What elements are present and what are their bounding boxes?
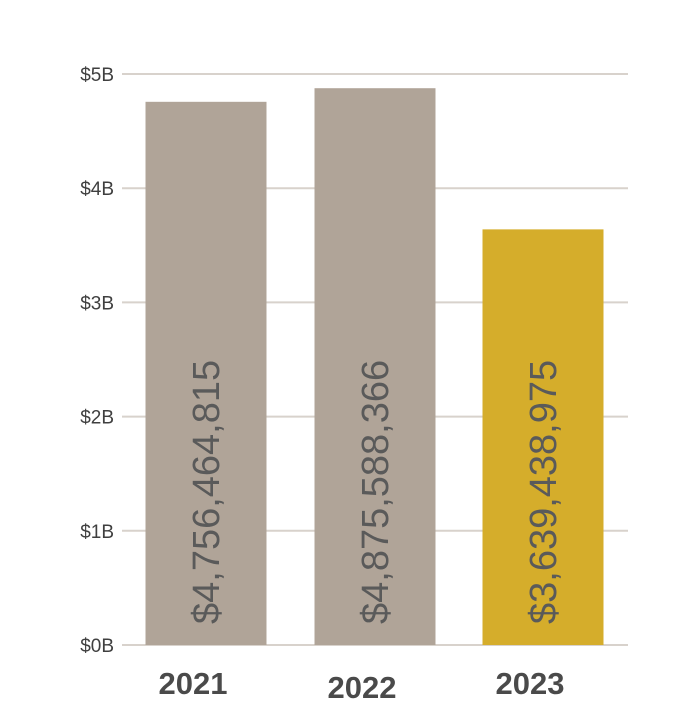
y-tick-label: $5B xyxy=(80,65,114,86)
bar-value-label: $3,639,438,975 xyxy=(523,360,565,624)
bar-2023 xyxy=(482,229,604,645)
bar-value-label: $4,756,464,815 xyxy=(186,360,228,624)
bar-2021 xyxy=(145,101,267,646)
x-tick-label: 2023 xyxy=(496,666,565,701)
bars xyxy=(145,88,604,646)
x-tick-label: 2022 xyxy=(328,670,397,705)
y-tick-label: $0B xyxy=(80,636,114,657)
y-tick-label: $1B xyxy=(80,522,114,543)
x-axis-tick-labels: 2021 2022 2023 xyxy=(159,666,565,705)
y-tick-label: $3B xyxy=(80,293,114,314)
y-tick-label: $2B xyxy=(80,408,114,429)
x-tick-label: 2021 xyxy=(159,666,228,701)
y-tick-label: $4B xyxy=(80,179,114,200)
y-axis-tick-labels: $0B $1B $2B $3B $4B $5B xyxy=(80,65,114,657)
bar-2022 xyxy=(314,88,436,645)
bar-value-label: $4,875,588,366 xyxy=(355,360,397,624)
bar-value-labels: $4,756,464,815 $4,875,588,366 $3,639,438,9… xyxy=(186,360,565,624)
